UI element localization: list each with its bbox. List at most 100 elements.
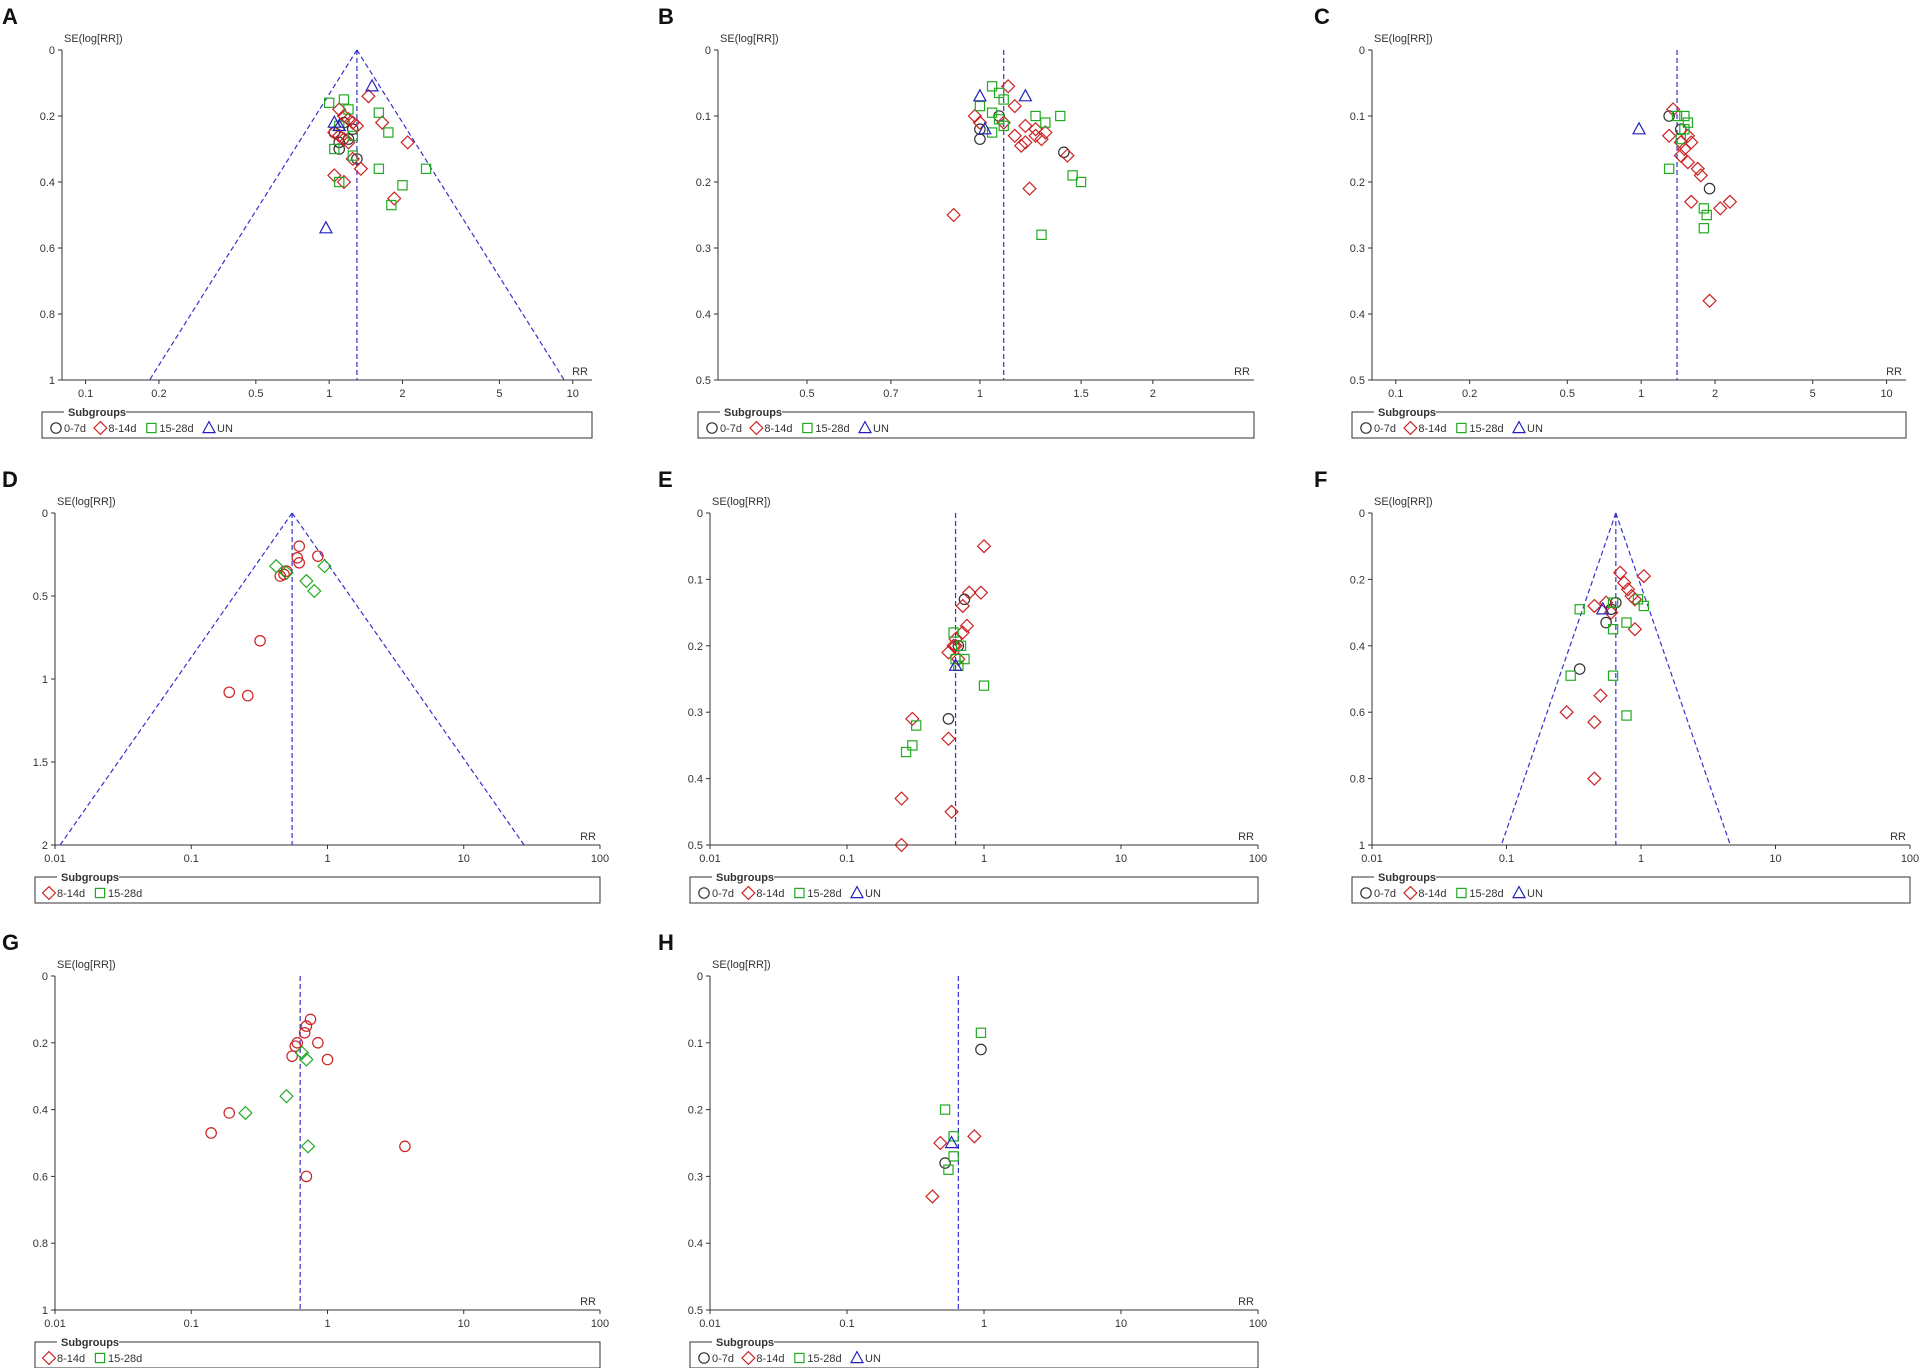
data-point-15-28d (1638, 600, 1650, 612)
data-point-8-14d (1060, 148, 1075, 163)
data-point-8-14d (1680, 128, 1696, 144)
data-point-8-14d (298, 1026, 311, 1039)
legend-box (34, 1341, 601, 1368)
data-point-15-28d (974, 100, 986, 112)
y-tick-label: 0.4 (33, 1105, 48, 1117)
legend-label-UN: UN (873, 423, 889, 435)
y-axis-title: SE(log[RR]) (720, 33, 779, 45)
legend-label-8-14d: 8-14d (756, 888, 784, 900)
legend-title-bg (57, 1336, 119, 1347)
x-tick-label: 10 (458, 853, 470, 865)
data-point-8-14d (1559, 704, 1574, 720)
data-point-15-28d (420, 163, 432, 174)
legend-marker-0-7d (698, 1352, 710, 1364)
data-point-15-28d (1607, 597, 1619, 608)
x-tick-label: 5 (1810, 388, 1816, 400)
y-tick-label: 0.8 (1350, 774, 1365, 786)
x-tick-label: 0.1 (1499, 853, 1514, 865)
x-tick-label: 1 (326, 388, 332, 400)
y-tick-label: 1 (42, 674, 48, 686)
legend-marker-8-14d (41, 885, 57, 901)
data-point-UN (365, 78, 380, 92)
data-point-15-28d (1565, 670, 1576, 681)
data-point-8-14d (336, 174, 352, 190)
data-point-UN (318, 220, 333, 234)
legend-marker-15-28d (94, 1352, 106, 1364)
legend-label-UN: UN (217, 423, 233, 435)
data-point-8-14d (972, 115, 988, 130)
data-point-8-14d (944, 804, 959, 820)
y-tick-label: 0.5 (696, 375, 711, 387)
data-point-8-14d (1587, 598, 1602, 614)
legend-marker-UN (849, 885, 865, 899)
data-point-15-28d (299, 1052, 314, 1067)
x-axis-title: RR (1886, 366, 1902, 378)
y-axis-title: SE(log[RR]) (712, 959, 771, 971)
data-point-15-28d (1682, 117, 1694, 128)
data-point-15-28d (347, 130, 358, 141)
data-point-8-14d (374, 115, 390, 130)
legend-title-bg (1374, 406, 1436, 417)
data-point-8-14d (353, 161, 369, 177)
data-point-8-14d (1684, 135, 1699, 150)
data-point-8-14d (1000, 79, 1016, 94)
legend-label-0-7d: 0-7d (64, 423, 86, 435)
x-axis-title: RR (1238, 1296, 1254, 1308)
data-point-15-28d (1679, 123, 1690, 135)
data-point-15-28d (386, 199, 397, 211)
x-tick-label: 1 (324, 853, 330, 865)
data-point-8-14d (1722, 194, 1738, 210)
data-point-8-14d (361, 88, 376, 104)
data-point-8-14d (946, 638, 961, 654)
x-tick-label: 5 (496, 388, 502, 400)
y-tick-label: 0.3 (688, 707, 703, 719)
legend-marker-0-7d (706, 422, 718, 434)
data-point-8-14d (345, 115, 361, 130)
data-point-8-14d (894, 791, 909, 806)
y-tick-label: 0.1 (1350, 111, 1365, 123)
data-point-8-14d (1018, 118, 1033, 134)
legend-label-8-14d: 8-14d (108, 423, 136, 435)
legend-title: Subgroups (1378, 407, 1436, 419)
data-point-15-28d (347, 150, 358, 161)
data-point-8-14d (1712, 201, 1728, 216)
data-point-15-28d (986, 81, 998, 92)
x-tick-label: 10 (1115, 1318, 1127, 1330)
funnel-right-line (356, 49, 565, 381)
y-tick-label: 0.1 (688, 574, 703, 586)
data-point-15-28d (1075, 176, 1087, 188)
legend-label-15-28d: 15-28d (807, 888, 841, 900)
data-point-15-28d (279, 565, 294, 581)
data-point-0-7d (952, 639, 965, 652)
legend-box (1351, 411, 1907, 439)
data-point-0-7d (1600, 616, 1612, 629)
data-point-15-28d (1701, 209, 1712, 221)
data-point-15-28d (998, 120, 1009, 132)
y-tick-label: 0.6 (33, 1171, 48, 1183)
data-point-8-14d (1034, 131, 1049, 147)
legend-title: Subgroups (68, 407, 126, 419)
data-point-15-28d (1036, 229, 1047, 240)
x-tick-label: 0.1 (839, 853, 854, 865)
y-tick-label: 0.2 (40, 111, 55, 123)
x-tick-label: 0.5 (248, 388, 263, 400)
panel-d: D SE(log[RR]) 0 0.5 1 1.5 20.01 0.1 1 10 100 RR Subg… (2, 467, 609, 904)
data-point-15-28d (1671, 110, 1683, 122)
y-axis-title: SE(log[RR]) (1374, 496, 1433, 508)
legend-title: Subgroups (61, 1337, 119, 1349)
y-tick-label: 1 (49, 375, 55, 387)
funnel-right-line (1615, 512, 1731, 846)
legend-label-15-28d: 15-28d (1469, 888, 1503, 900)
legend-label-15-28d: 15-28d (815, 423, 849, 435)
data-point-15-28d (943, 1164, 954, 1175)
data-point-UN (977, 121, 992, 135)
data-point-0-7d (942, 713, 955, 725)
y-axis-title: SE(log[RR]) (1374, 33, 1433, 45)
panel-letter: G (2, 930, 19, 955)
data-point-8-14d (1593, 688, 1608, 703)
x-tick-label: 10 (567, 388, 579, 400)
x-tick-label: 0.2 (151, 388, 166, 400)
y-tick-label: 0.8 (40, 309, 55, 321)
data-point-15-28d (1607, 623, 1619, 635)
